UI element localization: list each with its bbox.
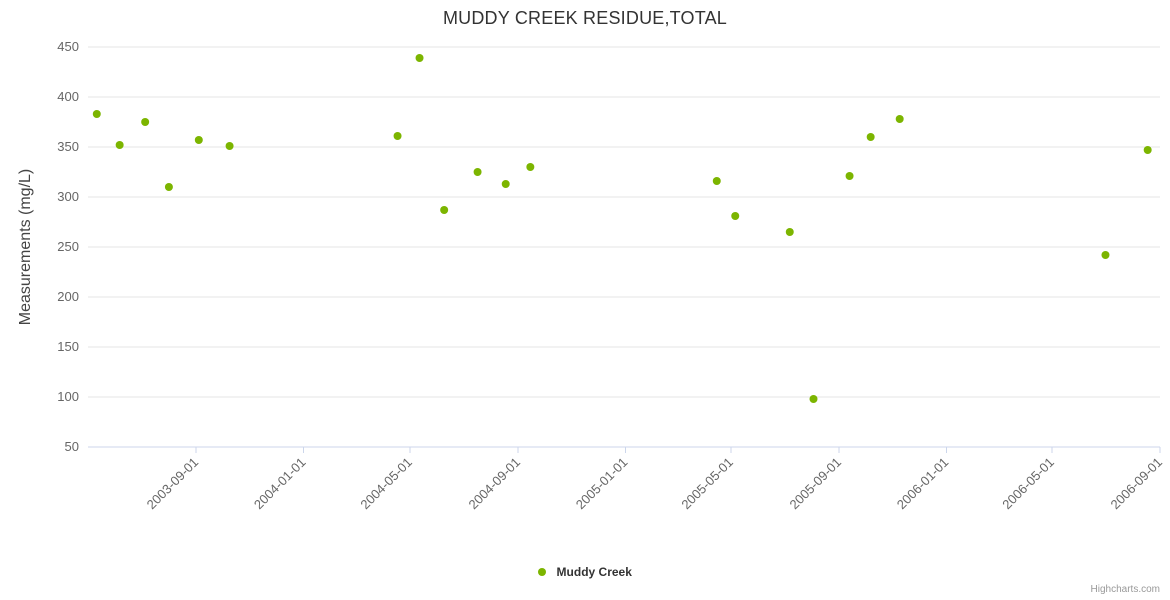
x-tick-label: 2006-09-01 bbox=[1107, 455, 1165, 513]
data-point[interactable] bbox=[115, 141, 124, 149]
x-tick-label: 2003-09-01 bbox=[144, 455, 202, 513]
x-tick-label: 2004-09-01 bbox=[466, 455, 524, 513]
data-point[interactable] bbox=[164, 183, 173, 191]
x-tick-label: 2004-05-01 bbox=[357, 455, 415, 513]
data-point[interactable] bbox=[526, 163, 535, 171]
data-point[interactable] bbox=[141, 118, 150, 126]
y-tick-label: 300 bbox=[57, 189, 79, 204]
data-point[interactable] bbox=[1101, 251, 1110, 259]
legend-marker-icon bbox=[538, 567, 547, 576]
data-point[interactable] bbox=[393, 132, 402, 140]
y-tick-label: 100 bbox=[57, 389, 79, 404]
x-tick-label: 2005-09-01 bbox=[787, 455, 845, 513]
x-tick-label: 2006-01-01 bbox=[894, 455, 952, 513]
y-tick-label: 200 bbox=[57, 289, 79, 304]
data-point[interactable] bbox=[440, 206, 449, 214]
data-point[interactable] bbox=[809, 395, 818, 403]
data-point[interactable] bbox=[731, 212, 740, 220]
y-tick-label: 50 bbox=[65, 439, 79, 454]
data-point[interactable] bbox=[845, 172, 854, 180]
legend-item-muddy-creek[interactable]: Muddy Creek bbox=[0, 563, 1170, 581]
data-point[interactable] bbox=[92, 110, 101, 118]
data-point[interactable] bbox=[1143, 146, 1152, 154]
data-point[interactable] bbox=[501, 180, 510, 188]
y-tick-label: 250 bbox=[57, 239, 79, 254]
y-tick-label: 150 bbox=[57, 339, 79, 354]
y-tick-label: 400 bbox=[57, 89, 79, 104]
x-tick-label: 2004-01-01 bbox=[251, 455, 309, 513]
x-tick-label: 2006-05-01 bbox=[999, 455, 1057, 513]
data-point[interactable] bbox=[225, 142, 234, 150]
chart-title: MUDDY CREEK RESIDUE,TOTAL bbox=[442, 8, 728, 28]
data-point[interactable] bbox=[785, 228, 794, 236]
credits-link[interactable]: Highcharts.com bbox=[1090, 584, 1160, 595]
data-point[interactable] bbox=[194, 136, 203, 144]
data-point[interactable] bbox=[473, 168, 482, 176]
data-point[interactable] bbox=[712, 177, 721, 185]
data-point[interactable] bbox=[415, 54, 424, 62]
data-point[interactable] bbox=[866, 133, 875, 141]
data-point[interactable] bbox=[895, 115, 904, 123]
x-tick-label: 2005-05-01 bbox=[678, 455, 736, 513]
legend-label: Muddy Creek bbox=[556, 564, 632, 579]
x-tick-label: 2005-01-01 bbox=[573, 455, 631, 513]
y-tick-label: 450 bbox=[57, 39, 79, 54]
y-tick-label: 350 bbox=[57, 139, 79, 154]
